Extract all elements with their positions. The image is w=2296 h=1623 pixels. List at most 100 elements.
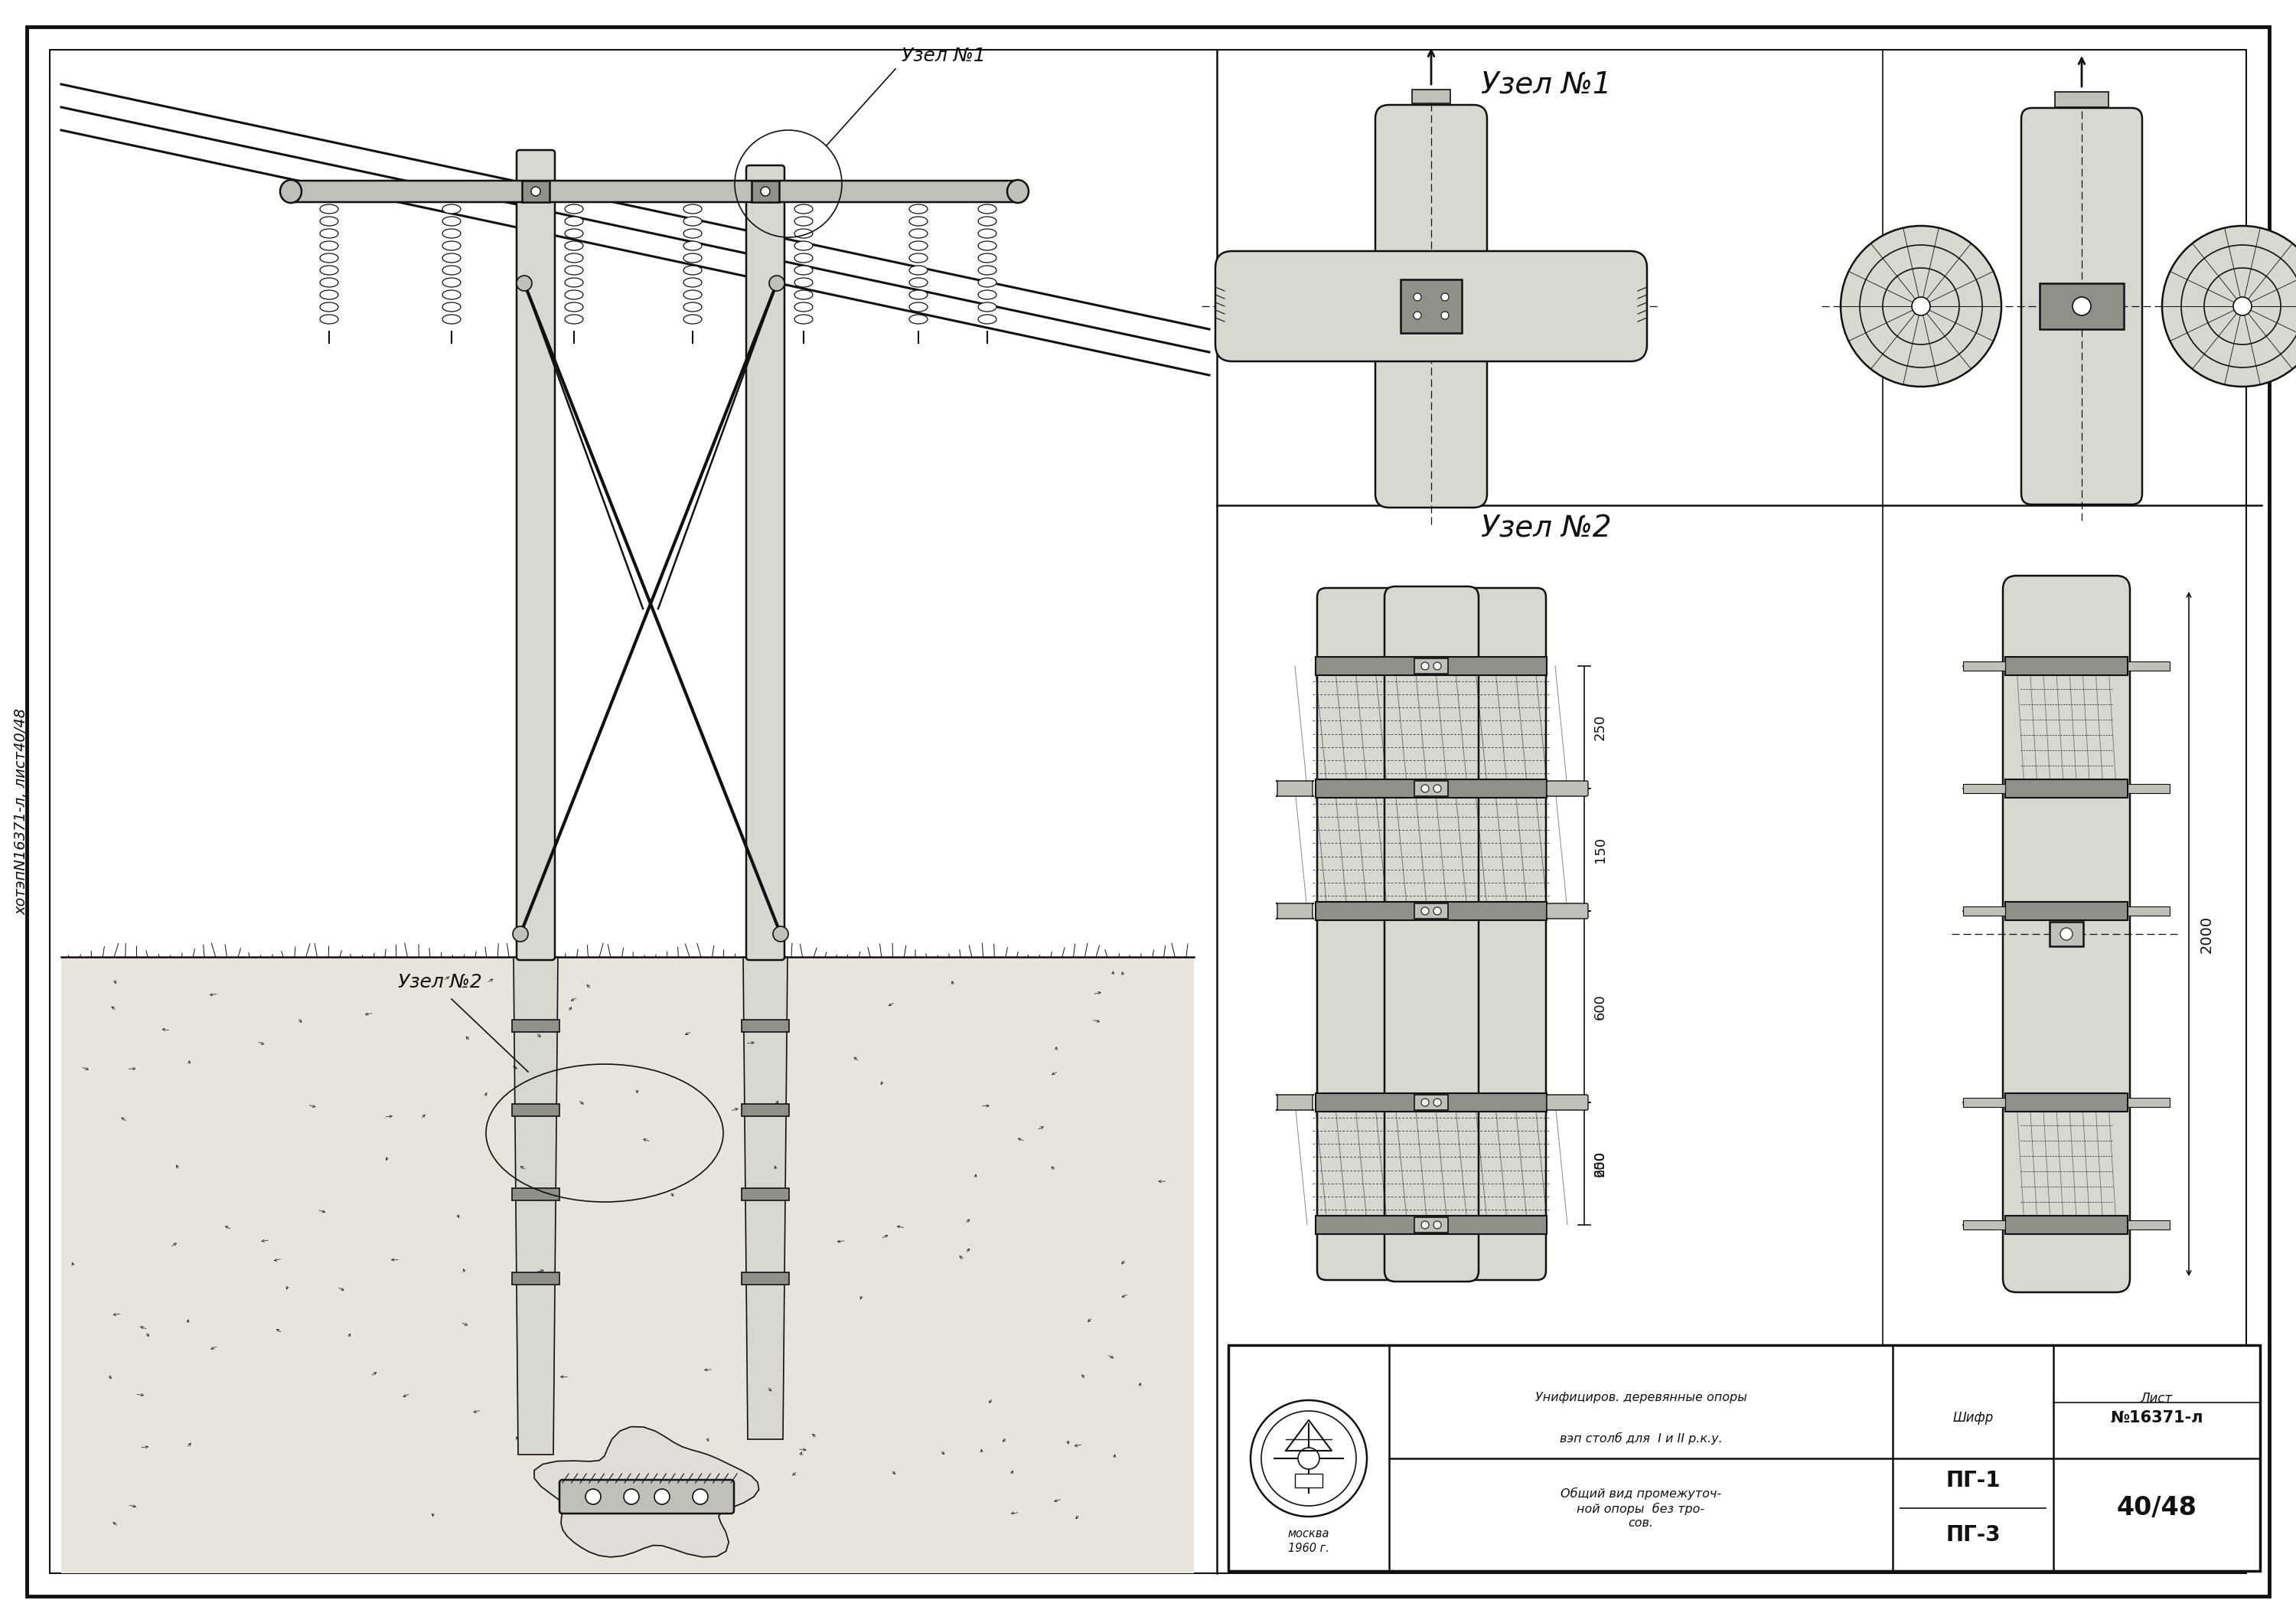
Ellipse shape <box>443 266 461 274</box>
Ellipse shape <box>565 204 583 214</box>
Bar <box>742 1019 790 1032</box>
Text: Узел №2: Узел №2 <box>397 974 482 992</box>
Ellipse shape <box>794 291 813 299</box>
Bar <box>1316 902 1548 920</box>
Ellipse shape <box>443 253 461 263</box>
Ellipse shape <box>443 242 461 250</box>
Bar <box>1414 1096 1449 1110</box>
FancyBboxPatch shape <box>1277 781 1313 797</box>
Bar <box>1316 1094 1548 1112</box>
Polygon shape <box>535 1427 760 1556</box>
Circle shape <box>1433 907 1442 915</box>
Ellipse shape <box>909 204 928 214</box>
FancyBboxPatch shape <box>2002 576 2131 1292</box>
FancyBboxPatch shape <box>517 149 556 961</box>
Text: ПГ-1: ПГ-1 <box>1945 1470 2000 1492</box>
Circle shape <box>1421 784 1428 792</box>
Bar <box>2128 906 2170 915</box>
Ellipse shape <box>978 229 996 239</box>
Ellipse shape <box>684 229 703 239</box>
Text: 250: 250 <box>1593 714 1607 740</box>
Ellipse shape <box>909 229 928 239</box>
Bar <box>2004 657 2128 675</box>
Ellipse shape <box>443 315 461 325</box>
Ellipse shape <box>909 242 928 250</box>
Ellipse shape <box>978 204 996 214</box>
Ellipse shape <box>794 229 813 239</box>
Ellipse shape <box>909 253 928 263</box>
Polygon shape <box>514 958 558 1454</box>
Text: 250: 250 <box>1593 1151 1607 1177</box>
Bar <box>2128 1097 2170 1107</box>
Circle shape <box>774 927 788 941</box>
Text: Лист: Лист <box>2140 1393 2172 1406</box>
Bar <box>1414 1217 1449 1232</box>
Ellipse shape <box>794 315 813 325</box>
Text: 600: 600 <box>1593 993 1607 1019</box>
Ellipse shape <box>909 216 928 226</box>
Circle shape <box>1433 1099 1442 1107</box>
FancyBboxPatch shape <box>1384 586 1479 1282</box>
Text: Узел №1: Узел №1 <box>902 47 985 65</box>
Bar <box>1412 89 1451 104</box>
Ellipse shape <box>794 266 813 274</box>
Text: 150: 150 <box>1593 837 1607 863</box>
Text: ПГ-3: ПГ-3 <box>1945 1524 2000 1545</box>
Ellipse shape <box>319 253 338 263</box>
FancyBboxPatch shape <box>746 166 785 961</box>
Ellipse shape <box>443 302 461 312</box>
Circle shape <box>1442 312 1449 320</box>
Ellipse shape <box>319 216 338 226</box>
Ellipse shape <box>978 242 996 250</box>
Ellipse shape <box>794 302 813 312</box>
Bar <box>2050 922 2082 946</box>
Ellipse shape <box>565 242 583 250</box>
FancyBboxPatch shape <box>2020 109 2142 505</box>
Circle shape <box>1414 312 1421 320</box>
Ellipse shape <box>319 278 338 287</box>
Ellipse shape <box>565 216 583 226</box>
Bar <box>1316 1216 1548 1233</box>
Circle shape <box>1841 226 2002 386</box>
Circle shape <box>2060 928 2073 940</box>
Ellipse shape <box>684 291 703 299</box>
Ellipse shape <box>319 229 338 239</box>
FancyBboxPatch shape <box>1463 588 1545 1281</box>
Circle shape <box>1421 1099 1428 1107</box>
Text: москва
1960 г.: москва 1960 г. <box>1288 1529 1329 1555</box>
Ellipse shape <box>684 302 703 312</box>
Ellipse shape <box>319 291 338 299</box>
Ellipse shape <box>443 216 461 226</box>
FancyBboxPatch shape <box>1277 1096 1313 1110</box>
Text: Узел №2: Узел №2 <box>1481 514 1612 542</box>
Ellipse shape <box>978 253 996 263</box>
FancyBboxPatch shape <box>289 180 1019 203</box>
FancyBboxPatch shape <box>560 1480 735 1514</box>
Ellipse shape <box>565 266 583 274</box>
Text: Узел №1: Узел №1 <box>1481 70 1612 99</box>
Ellipse shape <box>794 242 813 250</box>
Ellipse shape <box>684 266 703 274</box>
Ellipse shape <box>443 229 461 239</box>
Text: 600: 600 <box>1593 1151 1607 1177</box>
Circle shape <box>512 927 528 941</box>
Bar <box>1414 904 1449 919</box>
Bar <box>742 1188 790 1201</box>
Circle shape <box>654 1488 670 1505</box>
Circle shape <box>1433 1220 1442 1229</box>
Bar <box>751 180 778 203</box>
Ellipse shape <box>909 291 928 299</box>
Bar <box>512 1019 560 1032</box>
Circle shape <box>1433 784 1442 792</box>
Bar <box>1401 279 1463 333</box>
Ellipse shape <box>565 253 583 263</box>
Ellipse shape <box>443 291 461 299</box>
FancyBboxPatch shape <box>1548 781 1589 797</box>
Ellipse shape <box>978 291 996 299</box>
Ellipse shape <box>978 315 996 325</box>
Bar <box>1414 781 1449 797</box>
Bar <box>742 1272 790 1285</box>
Bar <box>1316 657 1548 675</box>
Ellipse shape <box>319 302 338 312</box>
Bar <box>1316 779 1548 799</box>
